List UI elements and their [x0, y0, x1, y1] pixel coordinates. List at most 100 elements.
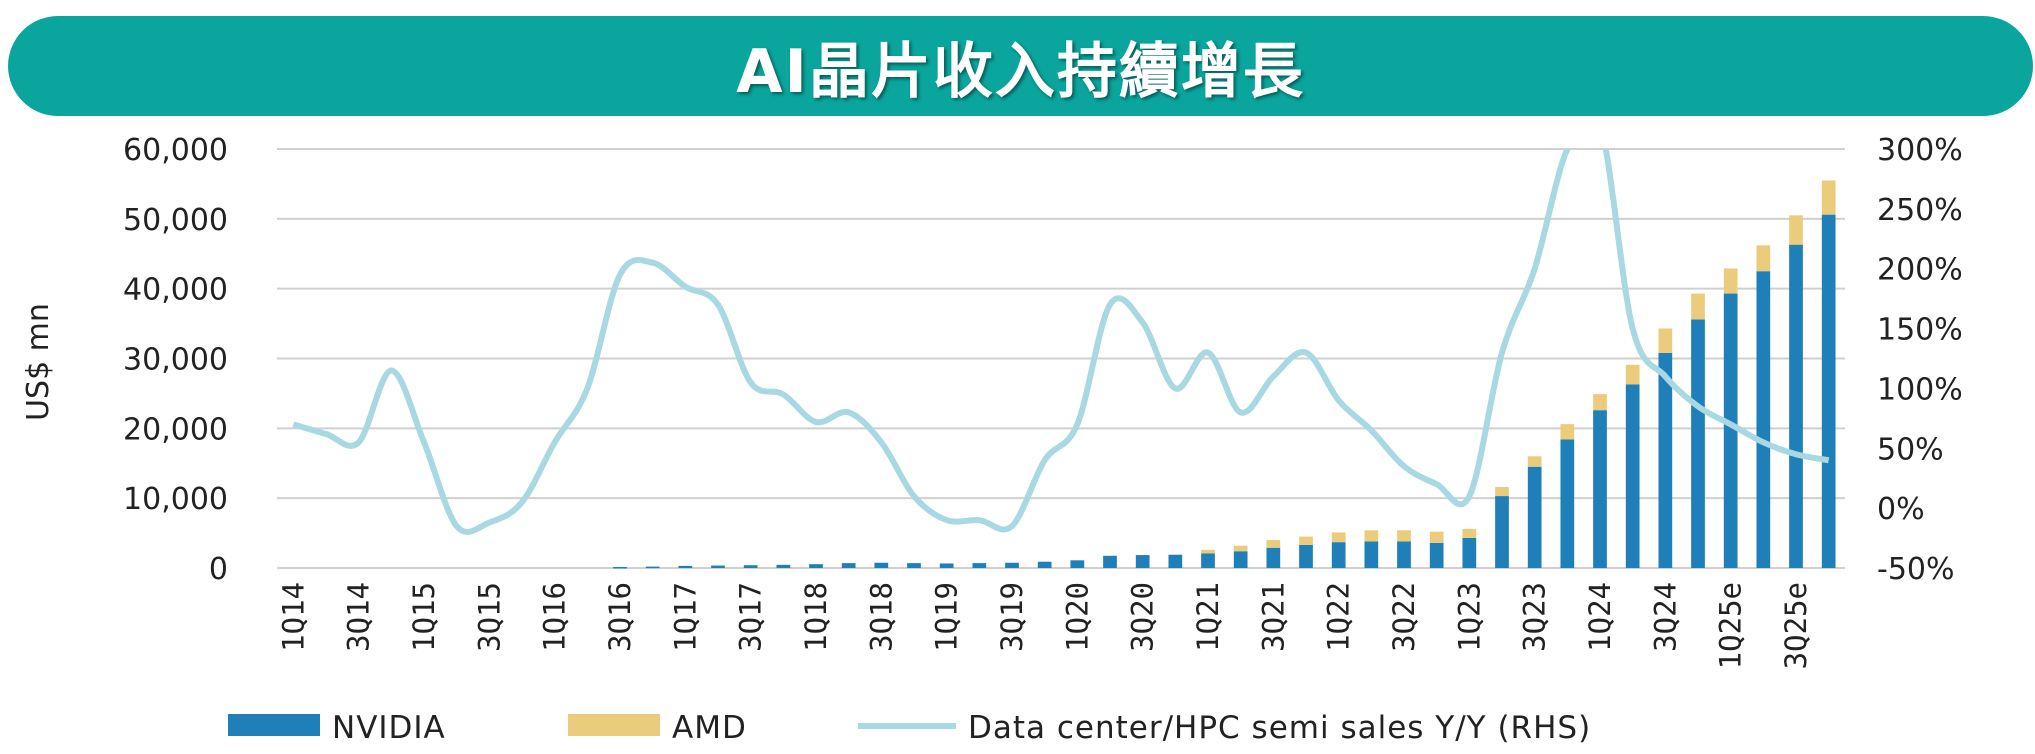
- line-data-center-yy: [292, 149, 1830, 535]
- bar-amd: [1625, 364, 1640, 385]
- y2-tick-label: 50%: [1877, 432, 1944, 467]
- x-tick-label: 3Q24: [1648, 582, 1682, 652]
- y2-tick-label: 250%: [1877, 193, 1963, 228]
- bar-amd: [1331, 532, 1346, 543]
- y-axis-right-ticks: 300% 250% 200% 150% 100% 50% 0% -50%: [1877, 133, 1963, 587]
- bar-nvidia: [1789, 244, 1803, 568]
- x-tick-label: 1Q22: [1322, 582, 1356, 652]
- bar-nvidia: [1397, 541, 1411, 568]
- x-tick-label: 3Q25e: [1779, 582, 1813, 669]
- bar-nvidia: [678, 565, 693, 568]
- bar-amd: [1789, 215, 1803, 245]
- legend-swatch-nvidia: [228, 714, 320, 736]
- bar-nvidia: [1168, 554, 1183, 568]
- bar-nvidia: [1103, 555, 1117, 568]
- legend-label-amd: AMD: [672, 710, 747, 746]
- x-tick-label: 3Q21: [1256, 582, 1290, 652]
- title-banner: AI晶片收入持續增長: [8, 16, 2033, 116]
- bar-amd: [1495, 486, 1509, 497]
- bar-nvidia: [1821, 214, 1836, 569]
- x-tick-label: 3Q22: [1387, 582, 1421, 652]
- bar-amd: [1266, 540, 1281, 548]
- bar-nvidia: [1691, 319, 1705, 568]
- bar-nvidia: [809, 564, 823, 568]
- bar-nvidia: [1299, 544, 1313, 568]
- x-tick-label: 1Q15: [407, 582, 441, 652]
- x-tick-label: 1Q24: [1583, 582, 1617, 652]
- legend-label-nvidia: NVIDIA: [332, 710, 446, 746]
- x-tick-label: 3Q19: [995, 582, 1029, 652]
- bar-nvidia: [1527, 466, 1542, 568]
- bar-nvidia: [1593, 410, 1607, 568]
- y-tick-label: 0: [209, 552, 228, 587]
- y-tick-label: 30,000: [123, 343, 228, 378]
- bar-amd: [1299, 536, 1313, 545]
- gridlines: [277, 148, 1845, 569]
- x-tick-label: 1Q16: [538, 582, 572, 652]
- bar-nvidia: [1037, 561, 1052, 568]
- y2-tick-label: 0%: [1877, 492, 1925, 527]
- x-tick-label: 3Q15: [472, 582, 506, 652]
- x-tick-label: 1Q21: [1191, 582, 1225, 652]
- x-tick-label: 3Q17: [734, 582, 768, 652]
- x-tick-label: 1Q14: [276, 582, 310, 652]
- bar-amd: [1364, 530, 1379, 542]
- x-axis-ticks: 1Q14 3Q14 1Q15 3Q15 1Q16 3Q16 1Q17 3Q17 1Q18 3Q18…: [276, 582, 1813, 669]
- bar-nvidia: [1331, 542, 1346, 568]
- bar-nvidia: [972, 563, 987, 568]
- bar-nvidia: [1658, 352, 1673, 568]
- x-tick-label: 3Q20: [1126, 582, 1160, 652]
- y-tick-label: 10,000: [123, 482, 228, 517]
- bar-nvidia: [1625, 384, 1640, 568]
- bar-nvidia: [1233, 551, 1248, 568]
- bar-nvidia: [1364, 541, 1379, 568]
- bars: [613, 180, 1836, 569]
- y2-tick-label: 100%: [1877, 372, 1963, 407]
- bar-nvidia: [1723, 293, 1738, 568]
- bar-amd: [1527, 456, 1542, 467]
- x-tick-label: 1Q25e: [1714, 582, 1748, 669]
- bar-nvidia: [1005, 562, 1019, 568]
- x-tick-label: 3Q14: [342, 582, 376, 652]
- bar-nvidia: [1429, 542, 1444, 568]
- bar-nvidia: [711, 565, 725, 568]
- bar-nvidia: [1462, 537, 1477, 568]
- bar-amd: [1201, 549, 1215, 554]
- bar-amd: [1462, 528, 1477, 538]
- bar-nvidia: [1201, 553, 1215, 568]
- bar-amd: [1658, 328, 1673, 353]
- bar-nvidia: [1266, 547, 1281, 568]
- line-series: [292, 149, 1830, 535]
- bar-amd: [1429, 531, 1444, 543]
- x-tick-label: 3Q16: [603, 582, 637, 652]
- y2-tick-label: 150%: [1877, 313, 1963, 348]
- bar-amd: [1756, 245, 1771, 272]
- y-tick-label: 50,000: [123, 203, 228, 238]
- x-tick-label: 3Q23: [1518, 582, 1552, 652]
- bar-nvidia: [743, 565, 758, 568]
- bar-amd: [1691, 293, 1705, 320]
- bar-amd: [1233, 545, 1248, 552]
- x-tick-label: 1Q19: [930, 582, 964, 652]
- x-tick-label: 1Q18: [799, 582, 833, 652]
- x-tick-label: 1Q23: [1452, 582, 1486, 652]
- y-tick-label: 40,000: [123, 273, 228, 308]
- y2-tick-label: 300%: [1877, 133, 1963, 168]
- bar-nvidia: [907, 563, 921, 568]
- y-tick-label: 60,000: [123, 133, 228, 168]
- bar-nvidia: [645, 566, 660, 569]
- bar-nvidia: [841, 563, 856, 568]
- y-tick-label: 20,000: [123, 412, 228, 447]
- bar-nvidia: [874, 562, 889, 568]
- legend: NVIDIA AMD Data center/HPC semi sales Y/…: [228, 710, 1590, 746]
- bar-nvidia: [1756, 271, 1771, 568]
- y-axis-label: US$ mn: [21, 303, 56, 421]
- bar-amd: [1560, 424, 1575, 440]
- bar-nvidia: [1560, 439, 1575, 568]
- x-tick-label: 3Q18: [864, 582, 898, 652]
- legend-swatch-amd: [568, 714, 660, 736]
- bar-amd: [1593, 394, 1607, 411]
- bar-amd: [1821, 180, 1836, 215]
- page-title: AI晶片收入持續增長: [736, 36, 1305, 107]
